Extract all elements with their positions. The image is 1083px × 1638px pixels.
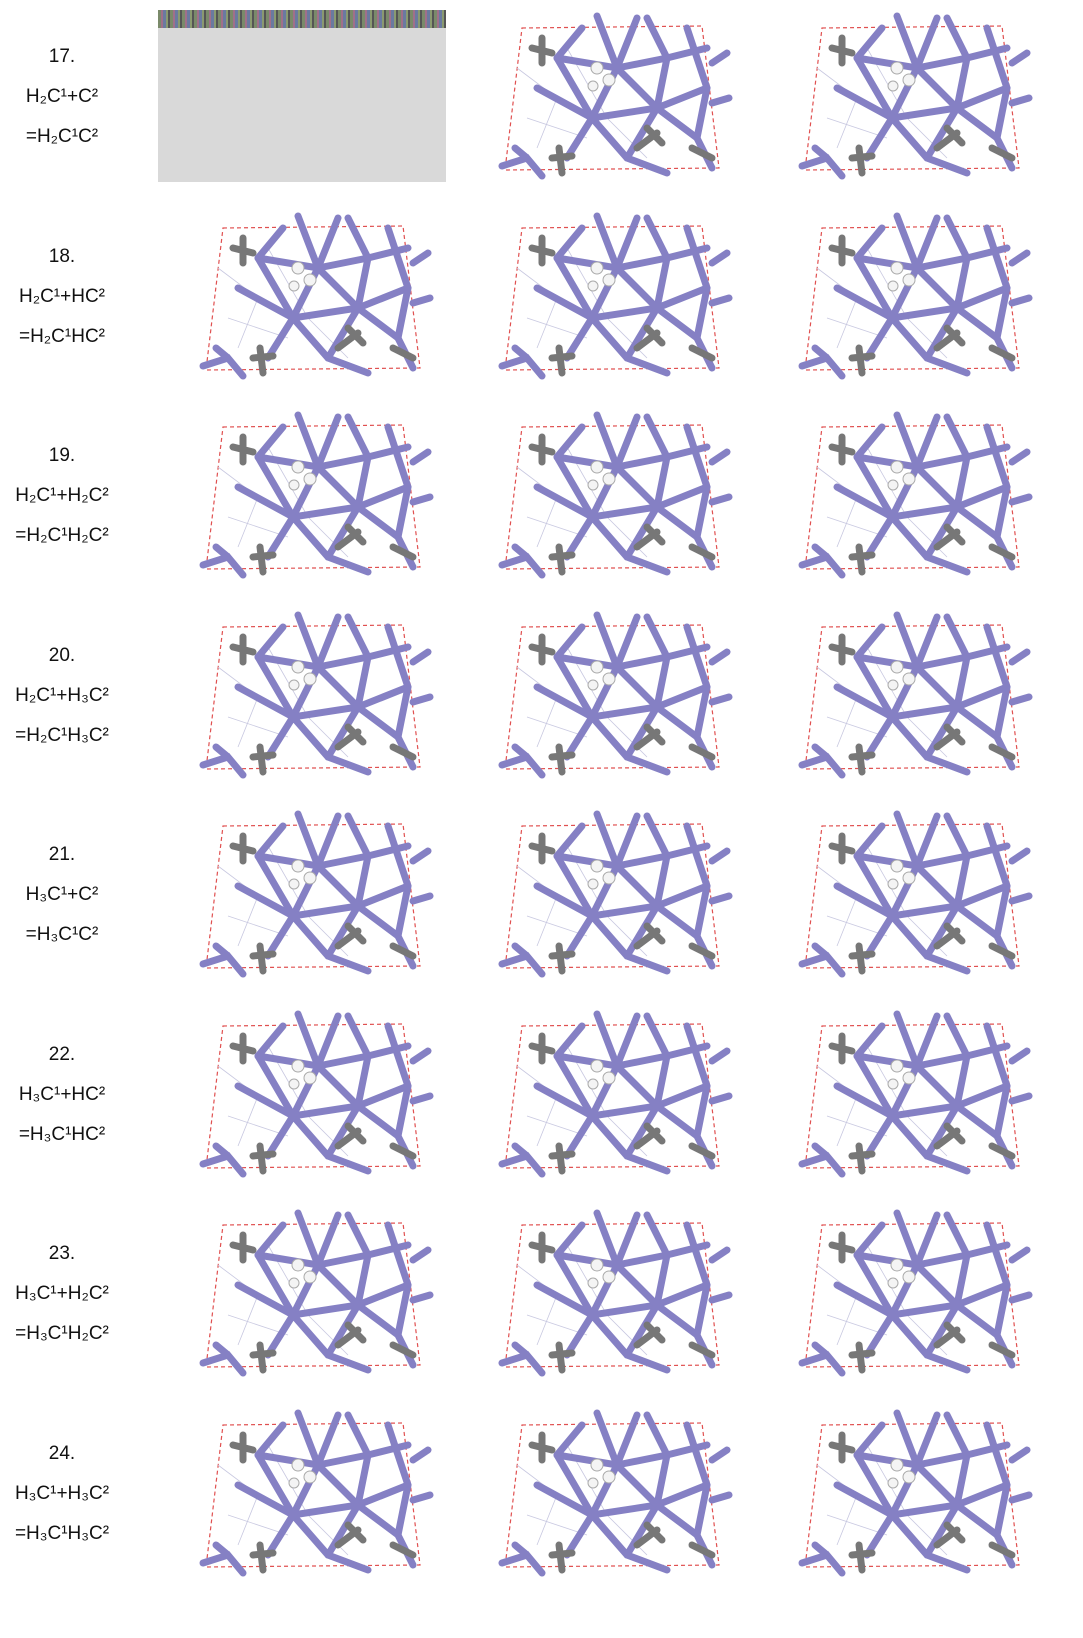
structure-image xyxy=(198,407,448,582)
reaction-label: 22.H₃C¹+HC²=H₃C¹HC² xyxy=(0,1035,124,1155)
lattice xyxy=(497,806,747,981)
label-reactants: H₂C¹+C² xyxy=(0,77,124,117)
structure-image xyxy=(198,1006,448,1181)
structure-image xyxy=(497,407,747,582)
structure-image xyxy=(497,1205,747,1380)
lattice xyxy=(497,1205,747,1380)
blank-image xyxy=(158,10,446,182)
lattice xyxy=(497,407,747,582)
reaction-label: 24.H₃C¹+H₃C²=H₃C¹H₃C² xyxy=(0,1434,124,1554)
lattice xyxy=(797,806,1047,981)
lattice xyxy=(198,1405,448,1580)
lattice xyxy=(497,607,747,782)
lattice xyxy=(198,607,448,782)
page: 17.H₂C¹+C²=H₂C¹C²18.H₂C¹+HC²=H₂C¹HC²19.H… xyxy=(0,0,1083,1638)
label-number: 21. xyxy=(0,835,124,875)
structure-image xyxy=(198,1205,448,1380)
structure-image xyxy=(497,607,747,782)
structure-image xyxy=(797,8,1047,183)
label-product: =H₃C¹C² xyxy=(0,915,124,955)
reaction-label: 19.H₂C¹+H₂C²=H₂C¹H₂C² xyxy=(0,436,124,556)
label-product: =H₂C¹C² xyxy=(0,117,124,157)
lattice xyxy=(497,1405,747,1580)
lattice xyxy=(198,208,448,383)
structure-image xyxy=(797,208,1047,383)
structure-image xyxy=(797,607,1047,782)
lattice xyxy=(797,1205,1047,1380)
noise-strip xyxy=(158,10,446,28)
structure-image xyxy=(497,8,747,183)
lattice xyxy=(797,1405,1047,1580)
label-reactants: H₃C¹+H₂C² xyxy=(0,1274,124,1314)
label-product: =H₂C¹H₃C² xyxy=(0,716,124,756)
label-reactants: H₃C¹+HC² xyxy=(0,1075,124,1115)
lattice xyxy=(797,1006,1047,1181)
label-reactants: H₃C¹+H₃C² xyxy=(0,1474,124,1514)
label-product: =H₃C¹H₃C² xyxy=(0,1514,124,1554)
lattice xyxy=(797,607,1047,782)
label-reactants: H₂C¹+H₂C² xyxy=(0,476,124,516)
label-number: 17. xyxy=(0,37,124,77)
label-product: =H₃C¹H₂C² xyxy=(0,1314,124,1354)
lattice xyxy=(198,407,448,582)
label-number: 20. xyxy=(0,636,124,676)
structure-image xyxy=(797,806,1047,981)
lattice xyxy=(198,1205,448,1380)
reaction-label: 18.H₂C¹+HC²=H₂C¹HC² xyxy=(0,237,124,357)
structure-image xyxy=(797,407,1047,582)
label-number: 18. xyxy=(0,237,124,277)
structure-image xyxy=(198,1405,448,1580)
structure-image xyxy=(797,1405,1047,1580)
structure-image xyxy=(198,607,448,782)
reaction-label: 23.H₃C¹+H₂C²=H₃C¹H₂C² xyxy=(0,1234,124,1354)
structure-image xyxy=(198,806,448,981)
label-product: =H₂C¹H₂C² xyxy=(0,516,124,556)
structure-image xyxy=(497,1405,747,1580)
reaction-label: 20.H₂C¹+H₃C²=H₂C¹H₃C² xyxy=(0,636,124,756)
label-number: 19. xyxy=(0,436,124,476)
label-product: =H₃C¹HC² xyxy=(0,1115,124,1155)
lattice xyxy=(497,208,747,383)
lattice xyxy=(797,8,1047,183)
label-number: 24. xyxy=(0,1434,124,1474)
structure-image xyxy=(497,208,747,383)
structure-image xyxy=(198,208,448,383)
label-product: =H₂C¹HC² xyxy=(0,317,124,357)
lattice xyxy=(797,208,1047,383)
structure-image xyxy=(797,1006,1047,1181)
structure-image xyxy=(797,1205,1047,1380)
lattice xyxy=(797,407,1047,582)
lattice xyxy=(198,806,448,981)
label-number: 23. xyxy=(0,1234,124,1274)
structure-image xyxy=(497,1006,747,1181)
lattice xyxy=(497,8,747,183)
structure-image xyxy=(497,806,747,981)
reaction-label: 17.H₂C¹+C²=H₂C¹C² xyxy=(0,37,124,157)
label-number: 22. xyxy=(0,1035,124,1075)
label-reactants: H₂C¹+H₃C² xyxy=(0,676,124,716)
label-reactants: H₂C¹+HC² xyxy=(0,277,124,317)
lattice xyxy=(497,1006,747,1181)
label-reactants: H₃C¹+C² xyxy=(0,875,124,915)
reaction-label: 21.H₃C¹+C²=H₃C¹C² xyxy=(0,835,124,955)
lattice xyxy=(198,1006,448,1181)
